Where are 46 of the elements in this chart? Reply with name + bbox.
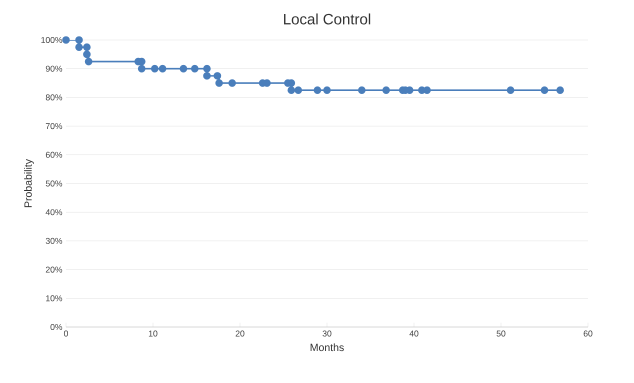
y-tick-label: 40% <box>46 209 62 216</box>
point <box>358 86 366 94</box>
point <box>203 72 211 80</box>
point <box>180 64 188 72</box>
x-tick-label: 40 <box>409 330 418 337</box>
y-tick-label: 0% <box>50 324 62 330</box>
y-tick-label: 20% <box>46 266 62 273</box>
point <box>75 36 83 44</box>
x-tick-label: 0 <box>64 330 68 337</box>
point <box>84 58 92 66</box>
point <box>190 64 199 72</box>
point <box>150 64 159 72</box>
x-tick-label: 50 <box>496 330 506 337</box>
point <box>540 86 548 94</box>
point <box>556 86 564 94</box>
y-tick-label: 50% <box>46 180 62 187</box>
y-tick-label: 80% <box>46 94 62 100</box>
point <box>75 43 83 51</box>
point <box>215 79 223 87</box>
point <box>228 79 236 87</box>
point <box>62 36 70 44</box>
point <box>138 64 146 72</box>
x-axis-title: Months <box>310 343 344 352</box>
point <box>506 86 514 94</box>
x-tick-label: 20 <box>236 330 244 337</box>
y-tick-label: 90% <box>46 66 62 72</box>
chart-title: Local Control <box>284 13 370 24</box>
point <box>203 64 211 72</box>
y-tick-label: 70% <box>46 123 62 130</box>
y-tick-label: 10% <box>46 295 62 302</box>
point <box>294 86 302 94</box>
x-tick-label: 30 <box>322 330 332 337</box>
x-tick-label: 60 <box>584 330 592 337</box>
point <box>158 64 166 72</box>
y-tick-label: 60% <box>46 152 62 158</box>
point <box>214 72 222 80</box>
x-tick-label: 10 <box>148 330 158 337</box>
y-tick-label: 30% <box>46 238 62 244</box>
point <box>83 50 91 58</box>
point <box>382 86 390 94</box>
point <box>288 86 296 94</box>
point <box>323 86 331 94</box>
point <box>314 86 322 94</box>
y-axis-title: Probability <box>24 159 34 208</box>
y-tick-label: 100% <box>41 36 62 44</box>
point <box>83 43 91 51</box>
